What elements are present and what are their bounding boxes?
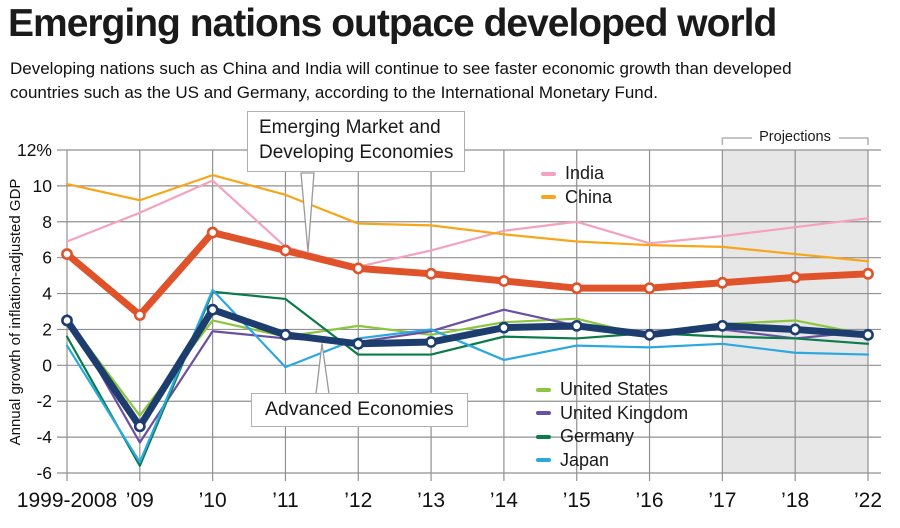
marker-emde [133, 309, 146, 321]
marker-advanced [425, 336, 437, 348]
marker-emde [206, 226, 219, 239]
y-tick-label: 4 [42, 284, 52, 304]
legend-item-india: India [541, 162, 612, 186]
y-tick-label: -6 [36, 463, 52, 483]
legend-label-us: United States [560, 379, 669, 400]
y-tick-label: 12% [17, 140, 52, 160]
marker-emde [279, 244, 292, 257]
y-tick-label: 6 [42, 248, 52, 268]
legend-item-japan: Japan [536, 449, 688, 473]
marker-emde [862, 267, 874, 280]
series-line-japan [65, 288, 870, 464]
y-tick-label: 2 [42, 319, 52, 339]
marker-advanced [133, 420, 146, 433]
legend-swatch-india [541, 171, 556, 176]
legend-swatch-china [541, 195, 556, 200]
legend-label-uk: United Kingdom [560, 402, 689, 423]
x-tick-label: 1999-2008 [17, 489, 117, 512]
legend-swatch-germany [536, 434, 551, 439]
callout-advanced-economies: Advanced Economies [251, 393, 468, 427]
marker-advanced [352, 337, 365, 350]
series-line-china [65, 174, 870, 263]
y-tick-label: -4 [36, 427, 52, 447]
projections-bracket-right [839, 137, 869, 145]
x-tick-label: ’13 [417, 489, 445, 512]
x-tick-label: ’12 [344, 489, 372, 512]
legend-label-germany: Germany [560, 426, 635, 447]
marker-emde [61, 248, 73, 260]
marker-advanced [643, 328, 656, 341]
x-tick-label: ’16 [636, 489, 664, 512]
callout-emerging-market-line2: Developing Economies [259, 141, 454, 163]
legend-swatch-japan [536, 458, 551, 463]
x-tick-label: ’09 [126, 489, 154, 512]
marker-advanced [789, 323, 802, 336]
y-tick-label: 10 [33, 176, 53, 196]
callout-emerging-market: Emerging Market and Developing Economies [247, 111, 466, 173]
legend-swatch-uk [536, 411, 551, 416]
projections-label: Projections [759, 129, 831, 145]
y-axis-title: Annual growth of inflation-adjusted GDP [7, 179, 24, 446]
legend-label-china: China [565, 186, 613, 207]
series-line-india [65, 179, 870, 268]
subtitle-line-1: Developing nations such as China and Ind… [10, 59, 792, 78]
legend-label-japan: Japan [560, 449, 610, 470]
marker-advanced [570, 319, 583, 332]
marker-advanced [862, 328, 874, 341]
marker-advanced [716, 319, 729, 332]
subtitle: Developing nations such as China and Ind… [10, 57, 792, 105]
x-tick-label: ’17 [708, 489, 736, 512]
page-title: Emerging nations outpace developed world [8, 2, 777, 45]
series-line-emde [63, 229, 872, 319]
marker-emde [716, 276, 729, 289]
x-tick-label: ’15 [563, 489, 591, 512]
legend-advanced: United States United Kingdom Germany Japan [536, 378, 688, 472]
legend-swatch-us [536, 387, 551, 392]
marker-emde [643, 282, 656, 295]
callout-advanced-economies-label: Advanced Economies [265, 398, 454, 420]
marker-emde [570, 282, 583, 295]
marker-advanced [206, 303, 219, 316]
series-line-advanced [63, 306, 872, 430]
subtitle-line-2: countries such as the US and Germany, ac… [10, 83, 658, 103]
x-tick-label: ’14 [490, 489, 518, 512]
x-tick-label: ’10 [199, 489, 227, 512]
legend-item-germany: Germany [536, 425, 688, 449]
x-tick-label: ’22 [854, 489, 882, 512]
marker-emde [498, 275, 510, 287]
legend-item-china: China [541, 186, 612, 210]
projections-bracket-left [721, 137, 752, 145]
series-line-uk [65, 308, 870, 444]
marker-emde [789, 271, 802, 284]
y-tick-label: 0 [42, 355, 52, 375]
marker-advanced [279, 328, 292, 341]
x-tick-label: ’11 [272, 489, 298, 512]
legend-emerging: India China [541, 162, 612, 209]
marker-advanced [61, 314, 73, 327]
legend-label-india: India [565, 163, 605, 184]
y-tick-label: -2 [36, 391, 52, 411]
marker-emde [425, 267, 437, 280]
marker-emde [352, 262, 365, 275]
callout-needle-emde [300, 172, 315, 253]
callout-emerging-market-line1: Emerging Market and [259, 117, 441, 138]
y-tick-label: 8 [42, 212, 52, 232]
legend-item-uk: United Kingdom [536, 402, 688, 426]
marker-advanced [498, 321, 510, 334]
legend-item-us: United States [536, 378, 688, 402]
x-tick-label: ’18 [781, 489, 809, 512]
